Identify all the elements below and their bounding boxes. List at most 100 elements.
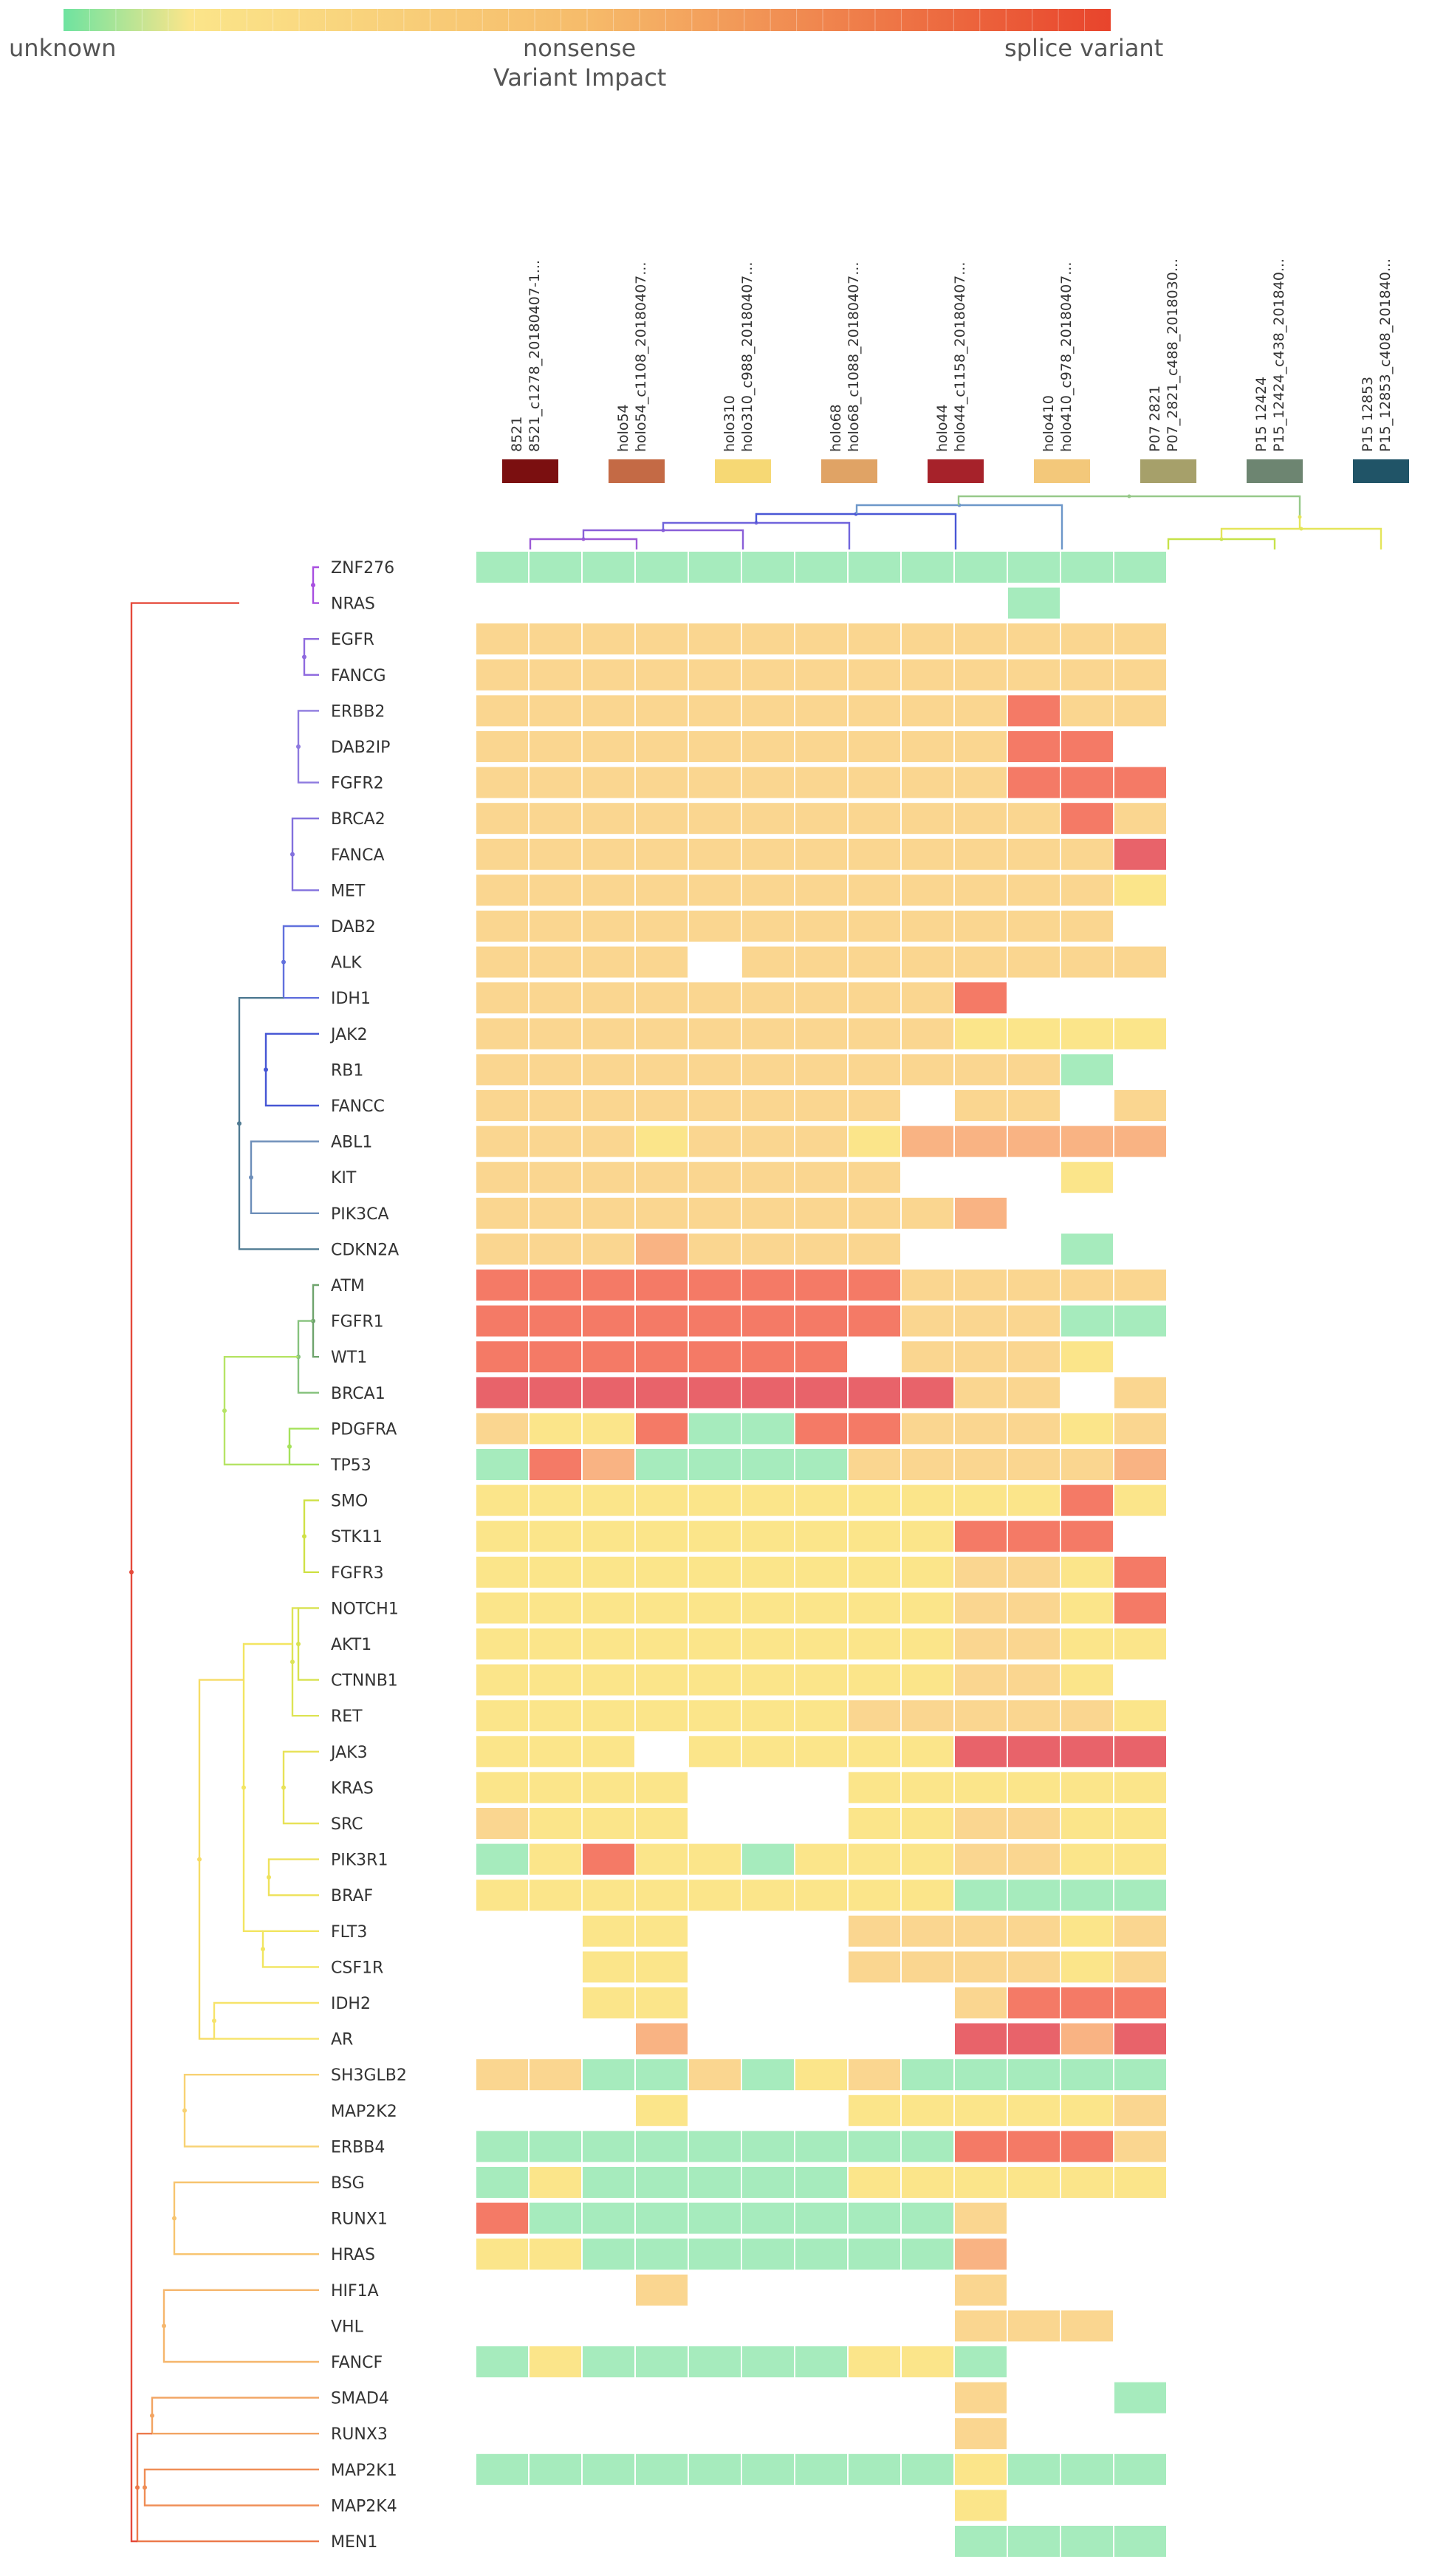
gene-label: ERBB2	[331, 702, 385, 721]
gene-label: MEN1	[331, 2533, 377, 2552]
heatmap-cell	[688, 1627, 742, 1661]
heatmap-cell	[1060, 2452, 1114, 2487]
heatmap-cell	[528, 1770, 583, 1805]
heatmap-cell	[1007, 837, 1061, 871]
heatmap-cell	[581, 873, 636, 908]
heatmap-cell	[900, 2129, 955, 2164]
heatmap-cell	[847, 1770, 902, 1805]
gene-label: NOTCH1	[331, 1600, 399, 1618]
heatmap-cell	[688, 1124, 742, 1159]
heatmap-cell	[1060, 1806, 1114, 1840]
color-legend: unknown nonsense splice variant Variant …	[9, 9, 1163, 92]
heatmap-cell	[634, 1411, 689, 1446]
heatmap-cell	[581, 1124, 636, 1159]
heatmap-cell	[847, 1304, 902, 1338]
row-dendrogram-node	[267, 1874, 271, 1880]
row-dendrogram-branch	[267, 1858, 319, 1897]
heatmap-cell	[688, 693, 742, 728]
gene-label: EGFR	[331, 631, 374, 649]
heatmap-cell	[847, 1232, 902, 1267]
heatmap-cell	[1007, 2165, 1061, 2199]
heatmap-cell	[1113, 1734, 1168, 1769]
heatmap-cell	[900, 1304, 955, 1338]
heatmap-cell	[475, 657, 530, 692]
gene-label: PIK3R1	[331, 1852, 388, 1870]
heatmap-cell	[900, 765, 955, 800]
col-dendrogram-node	[1298, 515, 1302, 519]
heatmap-cell	[634, 2058, 689, 2092]
heatmap-cell	[741, 1591, 795, 1626]
heatmap-cell	[953, 693, 1008, 728]
heatmap-cell	[528, 1627, 583, 1661]
heatmap-cell	[581, 1268, 636, 1302]
heatmap-cell	[1060, 1448, 1114, 1481]
heatmap-cell	[1113, 1411, 1168, 1446]
heatmap-cell	[528, 550, 583, 584]
sample-name-label: 8521_c1278_20180407-1...	[527, 260, 543, 452]
heatmap-cell	[1007, 1340, 1061, 1374]
heatmap-cell	[581, 2058, 636, 2092]
heatmap-cell	[847, 837, 902, 871]
heatmap-cell	[688, 2201, 742, 2236]
heatmap-cell	[794, 1196, 849, 1230]
heatmap-cell	[794, 550, 849, 584]
heatmap-cell	[953, 2272, 1008, 2307]
heatmap-cell	[741, 1662, 795, 1697]
heatmap-cell	[953, 1878, 1008, 1913]
heatmap-cell	[1060, 1340, 1114, 1374]
row-dendrogram-node	[129, 1569, 134, 1575]
heatmap-cell	[1007, 1662, 1061, 1697]
gene-label: MAP2K2	[331, 2103, 397, 2121]
heatmap-cell	[900, 550, 955, 584]
sample-group-label: holo54	[615, 404, 631, 452]
heatmap-cell	[634, 1878, 689, 1913]
heatmap-cell	[1007, 586, 1061, 620]
heatmap-cell	[847, 2345, 902, 2379]
heatmap-cell	[528, 1268, 583, 1302]
heatmap-cell	[847, 1124, 902, 1159]
heatmap-cell	[528, 873, 583, 908]
heatmap-cell	[794, 693, 849, 728]
heatmap-cell	[953, 909, 1008, 943]
heatmap-cell	[688, 1699, 742, 1733]
gene-label: FANCC	[331, 1097, 385, 1116]
heatmap-cell	[1007, 2309, 1061, 2343]
heatmap-cell	[847, 2165, 902, 2199]
heatmap-cell	[794, 2452, 849, 2487]
heatmap-cell	[528, 801, 583, 836]
heatmap-cell	[900, 1878, 955, 1913]
heatmap-cell	[1007, 1124, 1061, 1159]
sample-color-swatch	[821, 459, 877, 483]
heatmap-cell	[475, 1627, 530, 1661]
heatmap-cell	[953, 1914, 1008, 1948]
heatmap-cell	[953, 1304, 1008, 1338]
heatmap-cell	[1007, 1268, 1061, 1302]
heatmap-cell	[528, 2165, 583, 2199]
heatmap-cell	[528, 1519, 583, 1554]
heatmap-cell	[953, 1124, 1008, 1159]
row-dendrogram-node	[150, 2413, 154, 2418]
heatmap-cell	[741, 1448, 795, 1481]
heatmap-cell	[634, 1662, 689, 1697]
heatmap-cell	[794, 1375, 849, 1410]
gene-label: SMAD4	[331, 2390, 389, 2408]
heatmap-cell	[794, 1016, 849, 1051]
heatmap-cell	[581, 801, 636, 836]
gene-label: JAK2	[329, 1026, 368, 1044]
heatmap-cell	[741, 1268, 795, 1302]
heatmap-cell	[475, 1448, 530, 1481]
heatmap-cell	[741, 1519, 795, 1554]
sample-color-swatch	[1353, 459, 1409, 483]
heatmap-cell	[900, 1770, 955, 1805]
heatmap-cell	[1007, 2524, 1061, 2558]
heatmap-cell	[634, 873, 689, 908]
gene-label: BSG	[331, 2174, 365, 2193]
heatmap-cell	[688, 909, 742, 943]
row-dendrogram-node	[241, 1785, 246, 1790]
heatmap-cell	[1113, 1375, 1168, 1410]
heatmap-cell	[634, 1842, 689, 1877]
heatmap-cell	[741, 837, 795, 871]
heatmap-cell	[953, 981, 1008, 1015]
sample-name-label: holo310_c988_20180407...	[739, 262, 755, 452]
heatmap-cell	[1113, 2021, 1168, 2056]
